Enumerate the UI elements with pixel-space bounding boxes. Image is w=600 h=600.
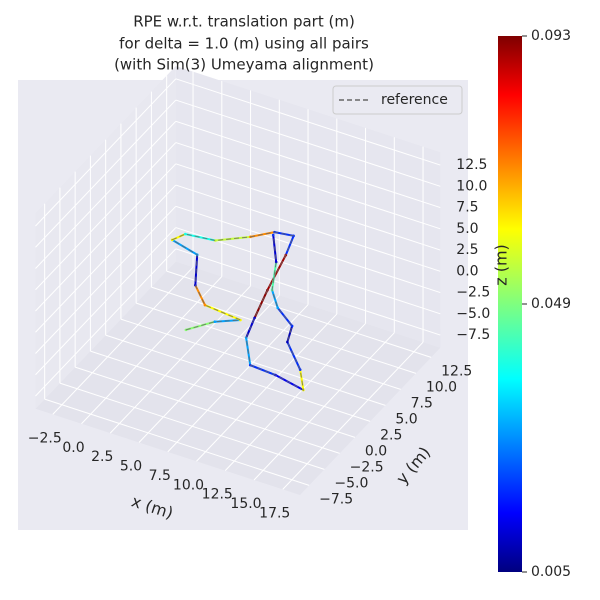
y-tick-label: 5.0 xyxy=(395,411,417,427)
grid-line xyxy=(120,318,386,406)
colorbar-ticks: 0.005 0.049 0.093 xyxy=(522,28,571,580)
grid-line xyxy=(135,302,401,390)
grid-line xyxy=(35,248,177,397)
grid-line xyxy=(175,120,441,209)
trajectory-segment xyxy=(284,235,295,256)
legend-box xyxy=(332,85,463,115)
x-tick-label: 5.0 xyxy=(120,459,142,475)
x-tick-label: 10.0 xyxy=(173,477,204,493)
legend-label: reference xyxy=(381,92,448,108)
plot-area xyxy=(35,66,441,495)
trajectory-point xyxy=(183,232,187,236)
trajectory-segment xyxy=(249,364,276,376)
y-tick-label: −2.5 xyxy=(350,459,384,475)
z-tick-label: −5.0 xyxy=(456,306,490,322)
colorbar-tick-label: 0.005 xyxy=(531,564,571,580)
grid-line xyxy=(151,286,417,374)
y-tick-label: 2.5 xyxy=(380,427,402,443)
x-tick-label: 0.0 xyxy=(62,440,84,456)
grid-line xyxy=(35,227,177,376)
chart-title: RPE w.r.t. translation part (m) xyxy=(133,13,355,31)
trajectory-point xyxy=(276,306,280,310)
z-axis-label: z (m) xyxy=(492,244,511,286)
y-tick-label: 7.5 xyxy=(411,395,433,411)
z-tick-label: 2.5 xyxy=(456,242,478,258)
trajectory-point xyxy=(274,260,278,264)
z-tick-label: 12.5 xyxy=(456,157,487,173)
x-tick-label: 12.5 xyxy=(202,487,233,503)
grid-line xyxy=(35,142,177,291)
x-tick-label: 2.5 xyxy=(91,449,113,465)
y-tick-label: 10.0 xyxy=(426,379,457,395)
grid-line xyxy=(35,205,177,354)
trajectory-point xyxy=(213,320,217,323)
grid-line xyxy=(175,184,441,272)
y-tick-label: 0.0 xyxy=(365,443,387,459)
legend: reference xyxy=(332,85,463,115)
x-tick-label: 17.5 xyxy=(259,505,290,521)
grid-line xyxy=(175,227,441,315)
reference-line xyxy=(171,231,305,391)
y-tick-label: −5.0 xyxy=(334,475,368,491)
grid-line xyxy=(166,270,432,358)
chart-title: for delta = 1.0 (m) using all pairs xyxy=(119,35,369,53)
grid-line xyxy=(35,78,177,227)
chart-title: (with Sim(3) Umeyama alignment) xyxy=(114,56,374,74)
grid-line xyxy=(175,163,441,251)
z-tick-label: 5.0 xyxy=(456,221,478,237)
z-tick-label: 0.0 xyxy=(456,263,478,279)
x-tick-label: −2.5 xyxy=(28,430,62,446)
grid-line xyxy=(90,350,356,438)
grid-line xyxy=(175,78,441,166)
grid-line xyxy=(175,248,441,336)
x-tick-label: 7.5 xyxy=(149,468,171,484)
colorbar xyxy=(498,36,522,572)
trajectory-point xyxy=(203,303,207,307)
colorbar-tick-label: 0.093 xyxy=(531,28,571,44)
grid-line xyxy=(105,334,371,422)
grid-line xyxy=(35,163,177,312)
grid-line xyxy=(74,366,340,454)
grid-line xyxy=(59,382,325,470)
z-tick-label: −2.5 xyxy=(456,285,490,301)
grid-line xyxy=(35,184,177,333)
trajectory-point xyxy=(286,340,289,344)
grid-line xyxy=(44,398,310,486)
y-tick-label: 12.5 xyxy=(441,363,472,379)
grid-line xyxy=(35,120,177,269)
grid-line xyxy=(175,142,441,230)
colorbar-tick-label: 0.049 xyxy=(531,296,571,312)
z-tick-label: 7.5 xyxy=(456,200,478,216)
y-tick-label: −7.5 xyxy=(319,491,353,507)
grid-line xyxy=(175,99,441,187)
z-tick-label: 10.0 xyxy=(456,178,487,194)
grid-line xyxy=(175,205,441,294)
z-tick-label: −7.5 xyxy=(456,327,490,343)
grid-line xyxy=(35,99,177,248)
x-tick-label: 15.0 xyxy=(230,496,261,512)
